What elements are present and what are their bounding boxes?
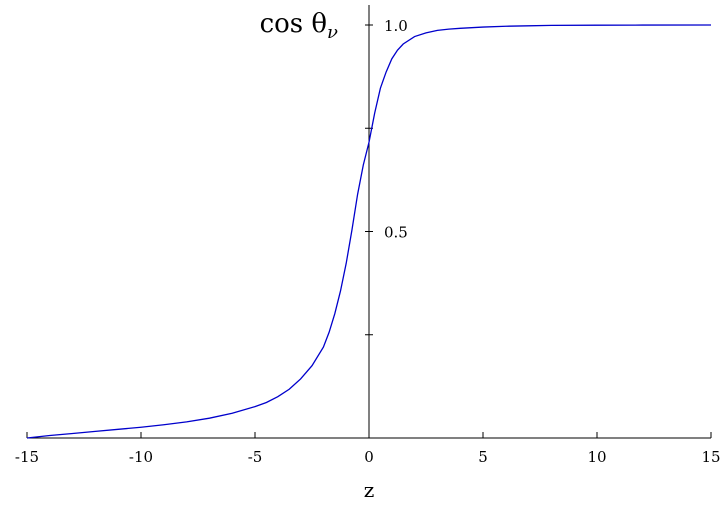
x-tick-label: -10 xyxy=(129,448,153,466)
y-axis-title: cos θν xyxy=(260,9,338,43)
axes xyxy=(26,5,712,439)
x-tick-label: -5 xyxy=(248,448,263,466)
y-tick-label: 0.5 xyxy=(384,224,408,242)
x-tick-label: 15 xyxy=(701,448,720,466)
series-line xyxy=(26,24,712,439)
x-tick-label: 10 xyxy=(587,448,606,466)
x-axis-title: z xyxy=(364,478,375,501)
labels-layer: -15 -10 -5 0 5 10 15 0.5 1.0 z cos θν xyxy=(15,9,721,502)
series-layer xyxy=(26,24,712,439)
x-tick-label: -15 xyxy=(15,448,39,466)
x-tick-label: 5 xyxy=(478,448,488,466)
x-tick-label: 0 xyxy=(364,448,374,466)
y-tick-label: 1.0 xyxy=(384,17,408,35)
